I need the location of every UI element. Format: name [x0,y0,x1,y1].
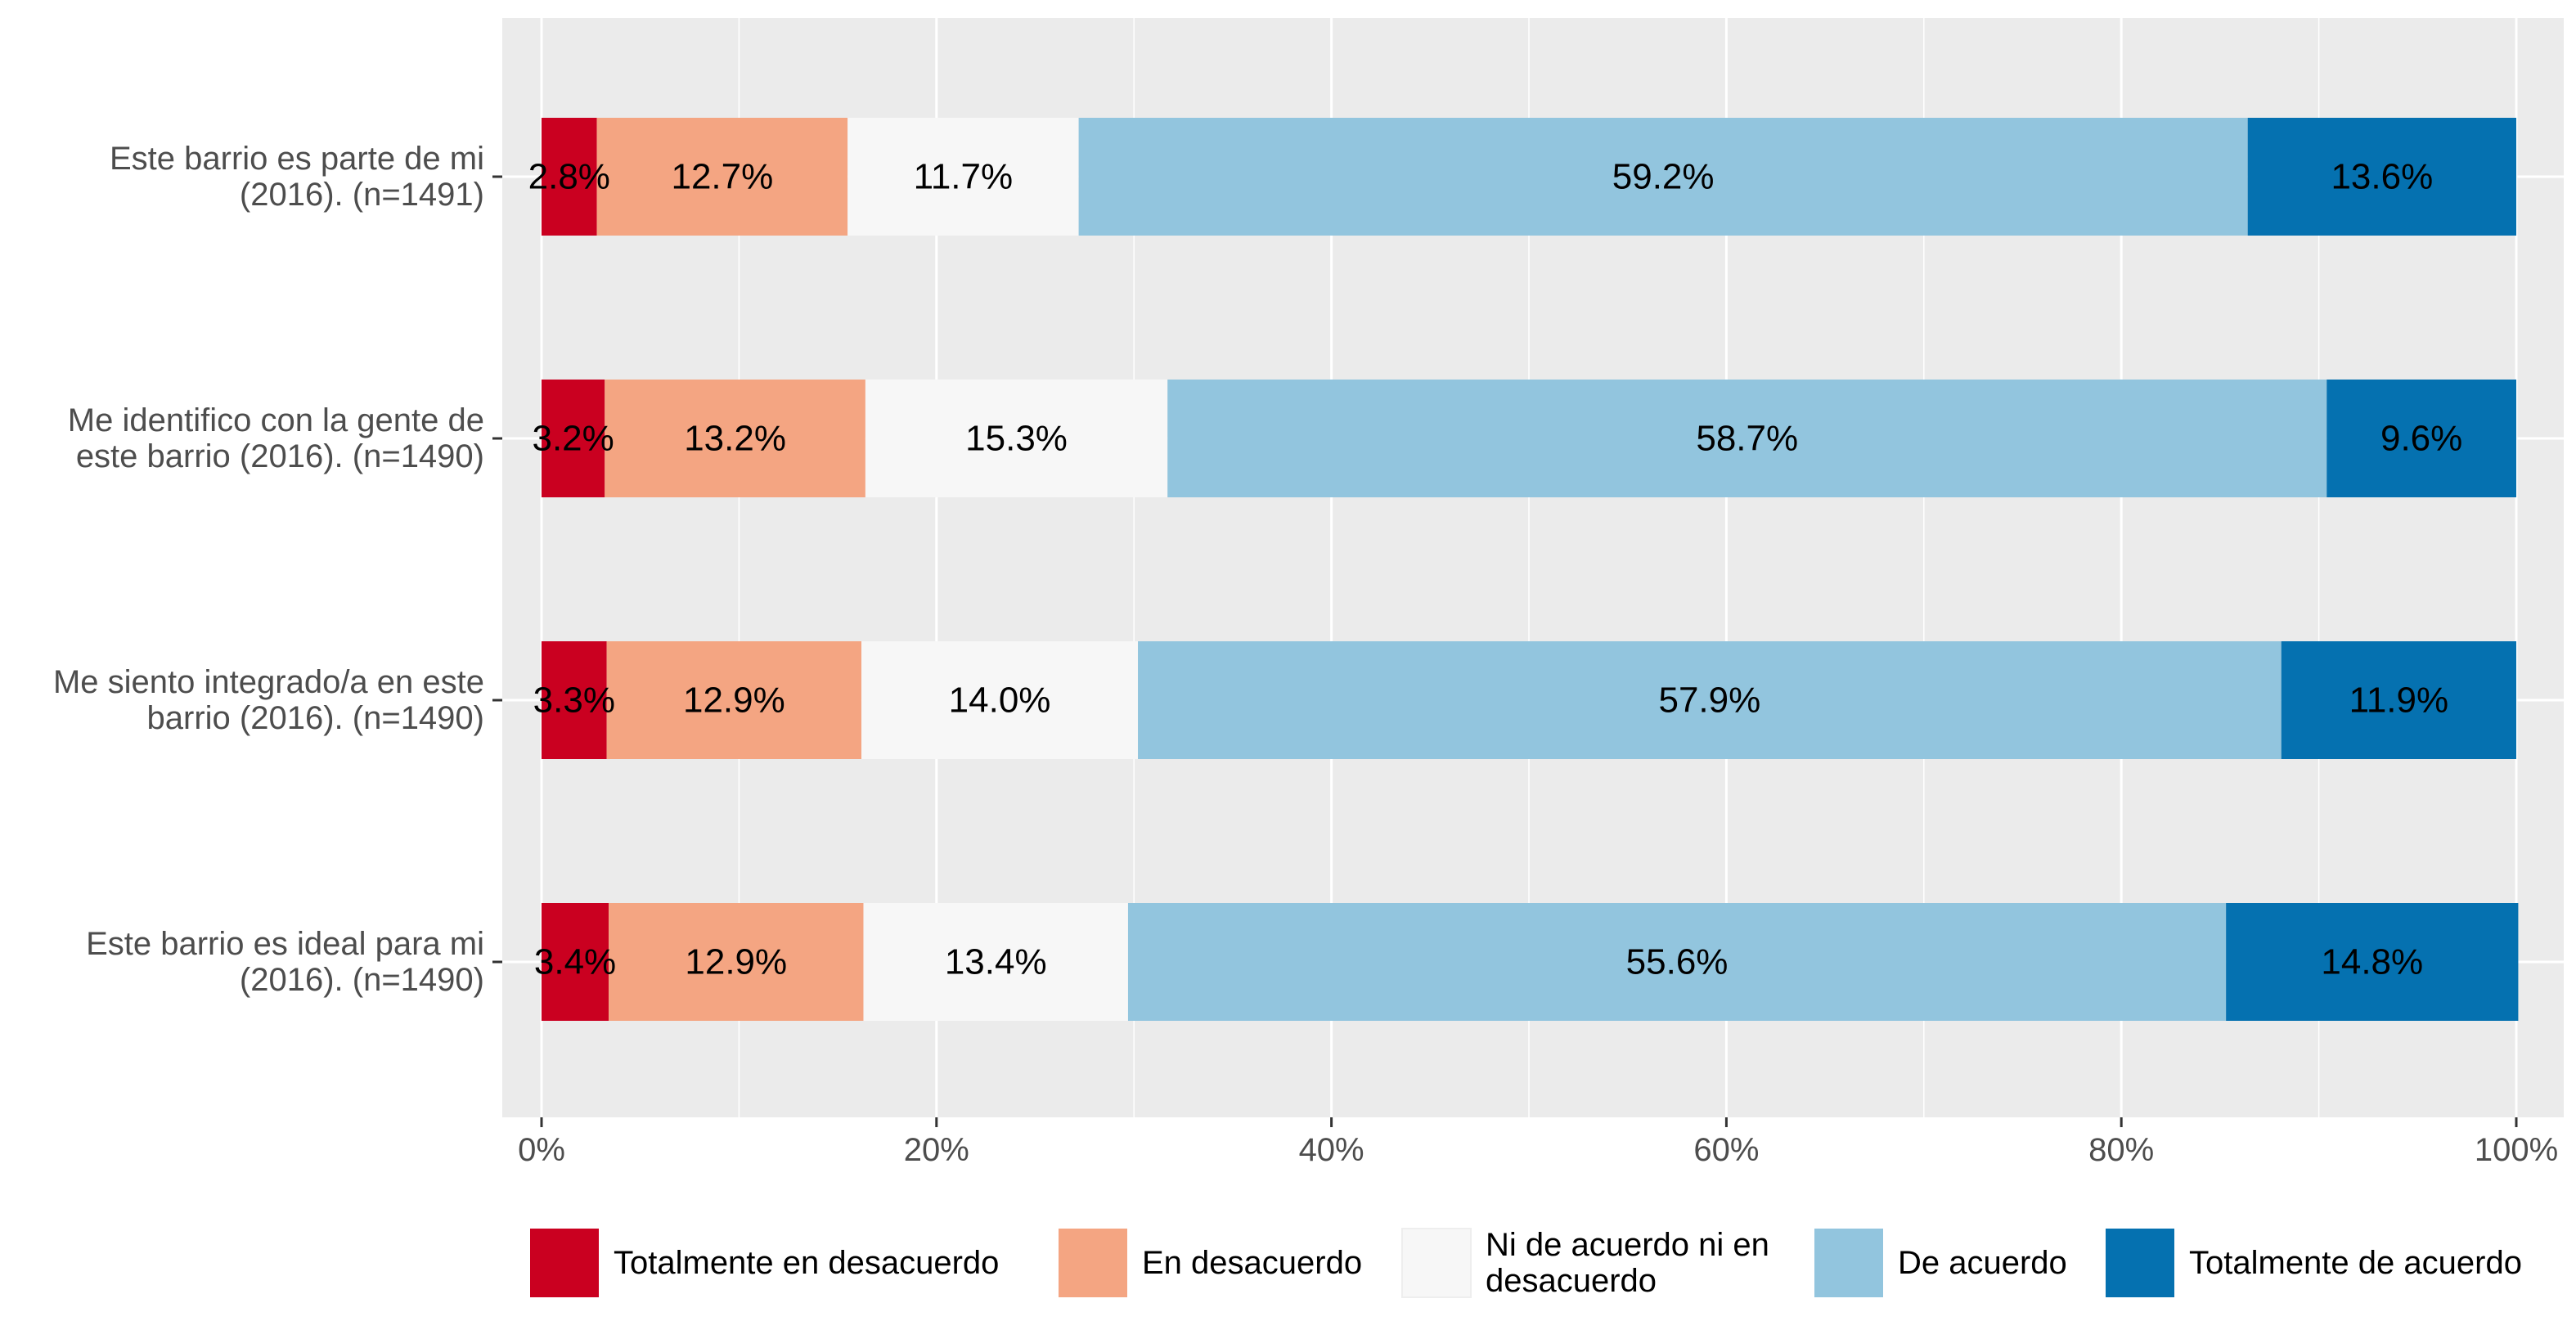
data-label: 11.9% [2349,681,2449,721]
data-label: 12.7% [671,157,773,197]
x-tick-label: 0% [518,1132,565,1168]
data-label: 13.6% [2331,157,2433,197]
legend-label: Totalmente en desacuerdo [614,1245,999,1281]
bar-segment [1127,903,2227,1021]
bars [542,118,2519,1021]
data-labels: 2.8% 12.7% 11.7% 59.2% 13.6% 3.2% 13.2% 15.3% 58… [528,157,2463,982]
data-label: 12.9% [685,942,787,982]
data-label: 3.2% [532,419,614,459]
legend-label: De acuerdo [1898,1245,2067,1281]
bar-segment [542,118,597,236]
category-label: (2016). (n=1491) [240,177,484,213]
legend-label: Ni de acuerdo ni en [1486,1227,1769,1263]
bar-segment [1167,380,2327,497]
data-label: 59.2% [1612,157,1715,197]
category-label: Este barrio es parte de mi [110,141,484,177]
bar-segment [1138,641,2282,759]
data-label: 13.2% [684,419,786,459]
x-tick-label: 80% [2088,1132,2154,1168]
bar-segment [1078,118,2248,236]
x-tick-label: 20% [904,1132,969,1168]
bar-segment [542,380,605,497]
bar-segment [609,903,864,1021]
legend-key [1401,1228,1472,1298]
category-label: Me siento integrado/a en este [53,664,484,700]
data-label: 2.8% [528,157,610,197]
bar-segment [2226,903,2519,1021]
bar-segment [863,903,1128,1021]
bar-segment [2326,380,2516,497]
data-label: 15.3% [965,419,1068,459]
bar-segment [542,903,609,1021]
data-label: 14.8% [2321,942,2423,982]
category-label: (2016). (n=1490) [240,962,484,998]
x-tick-label: 100% [2475,1132,2558,1168]
legend-key [1059,1229,1127,1297]
legend-label: En desacuerdo [1142,1245,1362,1281]
category-label: este barrio (2016). (n=1490) [76,438,484,474]
legend: Totalmente en desacuerdo En desacuerdo Ni … [530,1227,2522,1299]
bar-segment [861,641,1139,759]
data-label: 12.9% [683,681,785,721]
bar-segment [865,380,1168,497]
data-label: 3.3% [533,681,615,721]
data-label: 13.4% [945,942,1047,982]
bar-segment [542,641,607,759]
legend-key [1814,1229,1883,1297]
data-label: 14.0% [949,681,1051,721]
data-label: 11.7% [914,157,1014,197]
bar-segment [2281,641,2516,759]
category-label: Me identifico con la gente de [68,402,484,438]
legend-label: Totalmente de acuerdo [2189,1245,2522,1281]
data-label: 58.7% [1696,419,1798,459]
data-label: 57.9% [1658,681,1760,721]
category-label: barrio (2016). (n=1490) [147,700,484,736]
data-label: 9.6% [2380,419,2462,459]
bar-segment [605,380,865,497]
x-tick-label: 40% [1299,1132,1364,1168]
y-axis: Este barrio es parte de mi(2016). (n=149… [53,141,502,998]
bar-segment [2247,118,2516,236]
legend-key [530,1229,599,1297]
category-label: Este barrio es ideal para mi [86,926,484,962]
bar-segment [596,118,848,236]
data-label: 3.4% [534,942,616,982]
x-tick-label: 60% [1693,1132,1759,1168]
x-axis: 0% 20% 40% 60% 80% 100% [518,1117,2558,1168]
legend-label: desacuerdo [1486,1263,1657,1299]
bar-segment [606,641,862,759]
bar-segment [847,118,1079,236]
data-label: 55.6% [1626,942,1729,982]
legend-key [2106,1229,2174,1297]
